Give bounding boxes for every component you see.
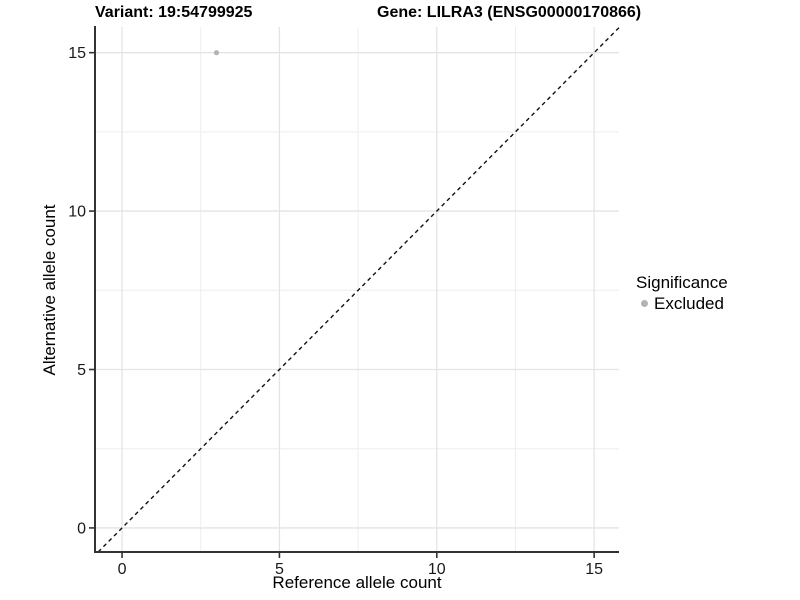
legend-entries: Excluded xyxy=(636,294,728,313)
x-axis-title: Reference allele count xyxy=(272,573,442,592)
y-tick-label: 0 xyxy=(77,520,86,537)
legend-entry-label: Excluded xyxy=(654,293,724,313)
plot-title-variant: Variant: 19:54799925 xyxy=(95,4,253,21)
legend-entry: Excluded xyxy=(636,294,728,313)
x-tick-label: 0 xyxy=(118,561,127,578)
y-tick-label: 10 xyxy=(68,204,86,221)
x-tick-label: 15 xyxy=(585,561,603,578)
y-tick-label: 15 xyxy=(68,45,86,62)
identity-reference-line xyxy=(97,26,621,553)
x-tick-label: 5 xyxy=(275,561,284,578)
legend: Significance Excluded xyxy=(636,273,728,313)
plot-title-gene: Gene: LILRA3 (ENSG00000170866) xyxy=(377,4,642,21)
legend-key-dot-icon xyxy=(641,300,648,307)
x-tick-label: 10 xyxy=(428,561,446,578)
legend-title: Significance xyxy=(636,273,728,292)
data-point xyxy=(213,50,220,56)
y-tick-label: 5 xyxy=(77,362,86,379)
y-axis-title: Alternative allele count xyxy=(40,204,59,376)
